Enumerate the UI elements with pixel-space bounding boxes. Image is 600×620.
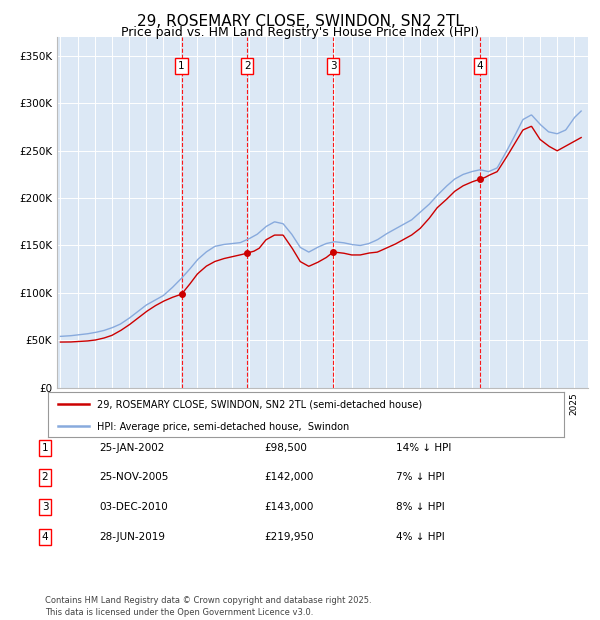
Text: 28-JUN-2019: 28-JUN-2019 xyxy=(99,532,165,542)
Text: 4% ↓ HPI: 4% ↓ HPI xyxy=(396,532,445,542)
Text: HPI: Average price, semi-detached house,  Swindon: HPI: Average price, semi-detached house,… xyxy=(97,422,349,432)
Text: 25-JAN-2002: 25-JAN-2002 xyxy=(99,443,164,453)
Text: 29, ROSEMARY CLOSE, SWINDON, SN2 2TL: 29, ROSEMARY CLOSE, SWINDON, SN2 2TL xyxy=(137,14,463,29)
Text: 1: 1 xyxy=(178,61,185,71)
Text: £143,000: £143,000 xyxy=(264,502,313,512)
Text: £98,500: £98,500 xyxy=(264,443,307,453)
Text: 03-DEC-2010: 03-DEC-2010 xyxy=(99,502,168,512)
Text: Contains HM Land Registry data © Crown copyright and database right 2025.
This d: Contains HM Land Registry data © Crown c… xyxy=(45,596,371,617)
Text: £219,950: £219,950 xyxy=(264,532,314,542)
Text: Price paid vs. HM Land Registry's House Price Index (HPI): Price paid vs. HM Land Registry's House … xyxy=(121,26,479,39)
Text: £142,000: £142,000 xyxy=(264,472,313,482)
Text: 8% ↓ HPI: 8% ↓ HPI xyxy=(396,502,445,512)
Text: 29, ROSEMARY CLOSE, SWINDON, SN2 2TL (semi-detached house): 29, ROSEMARY CLOSE, SWINDON, SN2 2TL (se… xyxy=(97,400,422,410)
Text: 4: 4 xyxy=(41,532,49,542)
Text: 2: 2 xyxy=(41,472,49,482)
Text: 1: 1 xyxy=(41,443,49,453)
Text: 4: 4 xyxy=(476,61,483,71)
Text: 2: 2 xyxy=(244,61,250,71)
Text: 3: 3 xyxy=(41,502,49,512)
Text: 25-NOV-2005: 25-NOV-2005 xyxy=(99,472,169,482)
Text: 7% ↓ HPI: 7% ↓ HPI xyxy=(396,472,445,482)
Text: 14% ↓ HPI: 14% ↓ HPI xyxy=(396,443,451,453)
Text: 3: 3 xyxy=(330,61,337,71)
